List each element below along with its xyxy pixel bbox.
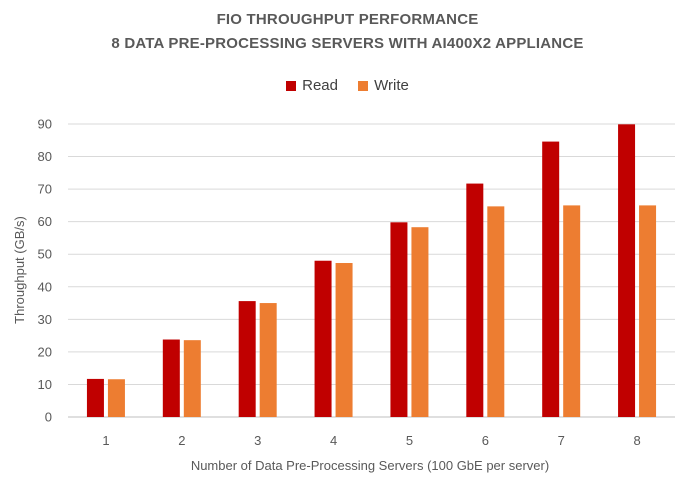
x-tick-label: 2 — [178, 433, 185, 448]
bar-read — [86, 378, 104, 417]
bar-write — [107, 379, 125, 417]
y-tick-label: 90 — [38, 117, 52, 132]
legend-swatch-write — [358, 80, 369, 91]
x-tick-label: 6 — [482, 433, 489, 448]
x-tick-label: 8 — [633, 433, 640, 448]
bar-write — [411, 227, 429, 417]
bar-read — [466, 183, 484, 417]
bar-write — [183, 340, 201, 417]
y-tick-label: 60 — [38, 214, 52, 229]
y-axis-label: Throughput (GB/s) — [12, 216, 27, 324]
x-tick-label: 5 — [406, 433, 413, 448]
legend-swatch-read — [286, 80, 297, 91]
x-tick-labels: 1 2 3 4 5 6 7 8 — [102, 433, 640, 448]
bar-read — [390, 222, 408, 417]
y-tick-label: 40 — [38, 279, 52, 294]
bar-write — [259, 303, 277, 417]
legend-item-write: Write — [358, 77, 409, 94]
legend-label-write: Write — [374, 77, 409, 94]
y-tick-labels: 0 10 20 30 40 50 60 70 80 90 — [38, 117, 52, 425]
y-tick-label: 0 — [45, 410, 52, 425]
chart-title: FIO THROUGHPUT PERFORMANCE — [216, 11, 479, 28]
bar-read — [162, 339, 180, 417]
legend: Read Write — [0, 77, 695, 95]
bar-read — [238, 301, 256, 417]
bar-read — [618, 124, 636, 417]
bar-read — [542, 141, 560, 417]
y-tick-label: 20 — [38, 344, 52, 359]
legend-label-read: Read — [302, 77, 338, 94]
y-tick-label: 80 — [38, 149, 52, 164]
x-tick-label: 3 — [254, 433, 261, 448]
gridlines — [68, 123, 675, 418]
y-tick-label: 10 — [38, 377, 52, 392]
x-tick-label: 7 — [558, 433, 565, 448]
chart-subtitle: 8 DATA PRE-PROCESSING SERVERS WITH AI400… — [111, 35, 584, 52]
y-tick-label: 70 — [38, 182, 52, 197]
y-tick-label: 50 — [38, 247, 52, 262]
bar-write — [335, 263, 353, 417]
y-tick-label: 30 — [38, 312, 52, 327]
x-tick-label: 1 — [102, 433, 109, 448]
bars — [86, 124, 657, 417]
bar-write — [639, 205, 657, 417]
x-tick-label: 4 — [330, 433, 337, 448]
bar-read — [314, 260, 332, 417]
bar-write — [563, 205, 581, 417]
bar-write — [487, 206, 505, 417]
legend-item-read: Read — [286, 77, 338, 94]
x-axis-label: Number of Data Pre-Processing Servers (1… — [191, 458, 549, 473]
